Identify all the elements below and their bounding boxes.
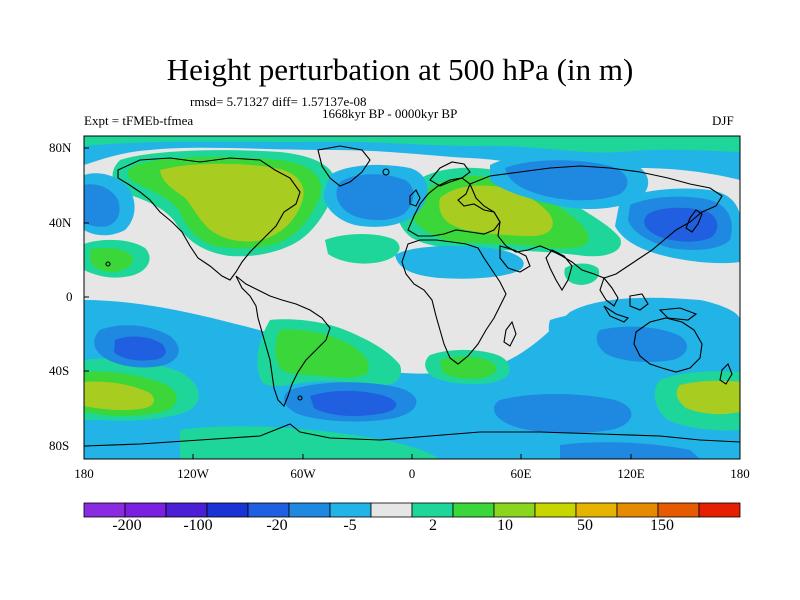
coastlines	[84, 145, 740, 447]
lon-label-120e: 120E	[617, 466, 645, 481]
coastline-new-zealand	[719, 363, 733, 385]
colorbar-swatch	[206, 502, 249, 518]
coastline-british-isles	[409, 189, 421, 207]
colorbar-label-minus100: -100	[183, 517, 213, 534]
colorbar-label-10: 10	[497, 517, 513, 534]
coastline-australia	[633, 317, 703, 373]
contour-field	[84, 136, 740, 459]
colorbar-label-minus20: -20	[266, 517, 288, 534]
colorbar-swatch	[329, 502, 372, 518]
colorbar-label-minus5: -5	[343, 517, 357, 534]
colorbar-swatch	[370, 502, 413, 518]
lon-label-60w: 60W	[290, 466, 316, 481]
colorbar-swatch	[247, 502, 290, 518]
coastline-greenland	[317, 145, 371, 187]
contour-eurasia-olive	[439, 185, 553, 236]
contour-antarctic-blue	[560, 442, 700, 459]
colorbar-label-150: 150	[650, 517, 674, 534]
coastline-sumatra	[603, 305, 630, 323]
contour-south-america-green	[275, 329, 369, 378]
lat-label-40s: 40S	[49, 363, 70, 378]
contour-south-pacific-east-olive	[676, 380, 740, 415]
coastline-india	[545, 249, 573, 292]
lat-label-40n: 40N	[49, 215, 72, 230]
coastline-africa	[401, 239, 507, 365]
stats-label: rmsd= 5.71327 diff= 1.57137e-08	[190, 94, 367, 109]
contour-north-atlantic-blue	[336, 174, 414, 221]
lon-label-180w: 180	[74, 466, 94, 481]
coastline-scandinavia	[429, 161, 471, 187]
contour-arctic-teal	[84, 136, 740, 153]
contour-west-pacific-darkblue	[644, 207, 718, 242]
contour-southern-indian-blue	[493, 394, 632, 434]
period-label: 1668kyr BP - 0000kyr BP	[322, 106, 458, 121]
coastline-arabia	[499, 245, 531, 273]
lat-label-0: 0	[66, 289, 73, 304]
colorbar-swatch	[124, 502, 167, 518]
lon-label-180e: 180	[730, 466, 750, 481]
coastline-southeast-asia	[599, 276, 619, 307]
lon-label-120w: 120W	[177, 466, 209, 481]
contour-north-america-olive	[160, 163, 304, 242]
contour-north-africa-cyan	[395, 246, 524, 279]
coastline-asia	[469, 165, 723, 279]
colorbar-swatch	[83, 502, 126, 518]
coastline-europe	[407, 177, 501, 237]
lon-label-60e: 60E	[510, 466, 532, 481]
contour-south-pacific-darkblue	[114, 336, 166, 361]
island-iceland	[382, 168, 390, 176]
lon-label-0: 0	[408, 466, 416, 481]
contour-subtropical-pacific-green	[90, 248, 134, 272]
contour-antarctic-teal	[180, 426, 440, 459]
colorbar-swatch	[698, 502, 741, 518]
coastline-madagascar	[503, 320, 517, 347]
contour-south-indian-blue	[596, 326, 687, 362]
colorbar-swatch	[657, 502, 700, 518]
colorbar-swatch	[616, 502, 659, 518]
colorbar-swatch	[452, 502, 495, 518]
colorbar-label-2: 2	[429, 517, 437, 534]
plot-title: Height perturbation at 500 hPa (in m)	[166, 52, 634, 87]
season-label: DJF	[712, 113, 734, 128]
colorbar-label-50: 50	[577, 517, 593, 534]
colorbar-swatch	[411, 502, 454, 518]
coastline-japan	[685, 209, 703, 233]
island-falklands	[297, 395, 303, 401]
coastline-borneo	[629, 293, 649, 311]
colorbar-swatch	[493, 502, 536, 518]
colorbar-swatch	[575, 502, 618, 518]
colorbar-swatch	[288, 502, 331, 518]
coastline-antarctica	[84, 423, 740, 447]
contour-indian-ocean-green	[440, 356, 497, 379]
colorbar-swatch	[165, 502, 208, 518]
contour-north-africa-teal	[325, 234, 400, 264]
contour-south-asia-teal	[564, 263, 600, 285]
colorbar	[83, 502, 741, 518]
colorbar-swatch	[534, 502, 577, 518]
coastline-north-america	[117, 157, 301, 281]
contour-southwest-pacific-olive	[84, 381, 155, 411]
axis-ticks	[83, 147, 741, 459]
contour-south-atlantic-darkblue	[310, 390, 397, 416]
coastline-south-america	[235, 275, 331, 407]
contour-east-pacific-blue	[84, 184, 120, 227]
lat-label-80n: 80N	[49, 140, 72, 155]
colorbar-label-minus200: -200	[112, 517, 142, 534]
island-hawaii	[105, 261, 111, 267]
coastline-new-guinea	[658, 307, 698, 321]
lat-label-80s: 80S	[49, 438, 70, 453]
experiment-label: Expt = tFMEb-tfmea	[84, 113, 194, 128]
